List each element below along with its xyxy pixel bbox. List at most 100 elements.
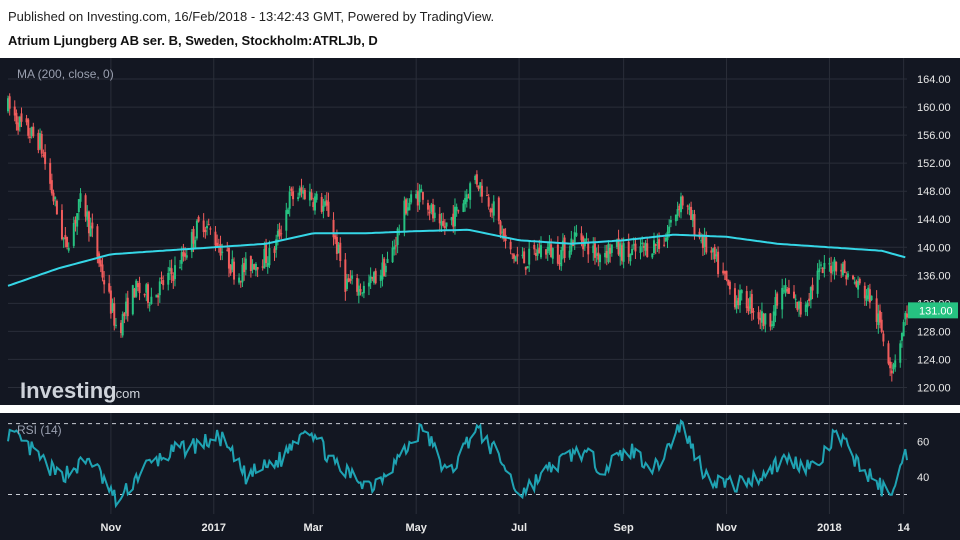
candle-up (668, 226, 671, 233)
candle-up (179, 267, 182, 269)
candle-down (762, 313, 765, 327)
candle-up (418, 190, 421, 203)
candle-up (89, 225, 92, 237)
candle-down (426, 203, 429, 210)
candle-down (737, 297, 740, 306)
candle-down (516, 254, 519, 257)
candle-up (195, 220, 198, 239)
candle-up (806, 302, 809, 308)
candle-down (705, 236, 708, 253)
candle-up (548, 243, 551, 251)
candle-down (27, 119, 30, 136)
candle-down (605, 250, 608, 258)
candle-down (887, 343, 890, 364)
candle-up (465, 194, 468, 202)
candle-down (312, 202, 315, 208)
candle-up (241, 264, 244, 283)
candle-up (865, 295, 868, 301)
candle-down (855, 281, 858, 287)
pane-separator[interactable] (0, 405, 960, 413)
candle-up (185, 255, 188, 258)
candle-up (180, 252, 183, 264)
candle-up (313, 196, 316, 211)
candle-down (108, 283, 111, 292)
candle-down (489, 209, 492, 213)
candle-down (146, 284, 149, 303)
candle-down (452, 213, 455, 227)
candle-down (701, 236, 704, 248)
candle-up (433, 212, 436, 219)
candle-down (617, 238, 620, 255)
candle-up (902, 322, 905, 337)
candle-up (114, 324, 117, 326)
candle-up (818, 268, 821, 273)
candle-up (266, 263, 269, 267)
candle-up (474, 175, 477, 181)
candle-down (40, 133, 43, 154)
candle-up (703, 235, 706, 247)
candle-down (226, 249, 229, 251)
candle-up (168, 267, 171, 272)
candle-down (74, 219, 77, 224)
candle-down (157, 295, 160, 298)
candle-down (249, 256, 252, 272)
candle-down (486, 195, 489, 197)
candle-up (150, 296, 153, 305)
candle-down (511, 253, 514, 255)
candle-down (256, 267, 259, 270)
candle-up (469, 183, 472, 200)
candle-up (173, 265, 176, 280)
candle-up (622, 243, 625, 262)
candle-down (752, 311, 755, 313)
rsi-reference-lines (8, 423, 907, 496)
candle-up (892, 364, 895, 370)
candle-up (629, 253, 632, 262)
candle-down (416, 191, 419, 206)
candle-up (221, 251, 224, 253)
candle-up (308, 191, 311, 201)
candle-down (722, 270, 725, 274)
candle-up (804, 304, 807, 313)
time-tick-label: Sep (614, 522, 634, 534)
candle-up (194, 240, 197, 248)
candle-down (811, 284, 814, 291)
candle-up (560, 249, 563, 267)
candle-up (641, 242, 644, 245)
candle-down (101, 264, 104, 278)
candle-up (644, 242, 647, 251)
candle-down (769, 313, 772, 327)
candle-down (347, 278, 350, 283)
candle-down (356, 277, 359, 292)
candle-down (292, 191, 295, 200)
price-tick-label: 148.00 (917, 186, 951, 198)
candle-up (528, 248, 531, 265)
candle-up (415, 193, 418, 198)
candle-up (351, 275, 354, 279)
candle-down (192, 228, 195, 244)
candle-down (745, 291, 748, 309)
candle-down (509, 241, 512, 250)
candle-series (7, 93, 908, 382)
candle-down (776, 293, 779, 306)
candle-up (453, 206, 456, 227)
candle-down (747, 306, 750, 312)
candle-up (251, 264, 254, 270)
candle-down (710, 250, 713, 253)
candle-up (833, 259, 836, 271)
candle-up (361, 292, 364, 294)
candle-down (202, 220, 205, 232)
candle-up (276, 230, 279, 237)
candle-down (32, 126, 35, 137)
candle-up (595, 253, 598, 256)
candle-up (570, 238, 573, 252)
candle-down (690, 206, 693, 220)
candle-down (394, 245, 397, 247)
candle-up (819, 264, 822, 266)
published-line: Published on Investing.com, 16/Feb/2018 … (8, 9, 495, 24)
candle-up (904, 313, 907, 320)
candle-up (809, 287, 812, 300)
candle-up (784, 285, 787, 293)
candle-up (357, 285, 360, 296)
chart-grid (8, 58, 907, 514)
